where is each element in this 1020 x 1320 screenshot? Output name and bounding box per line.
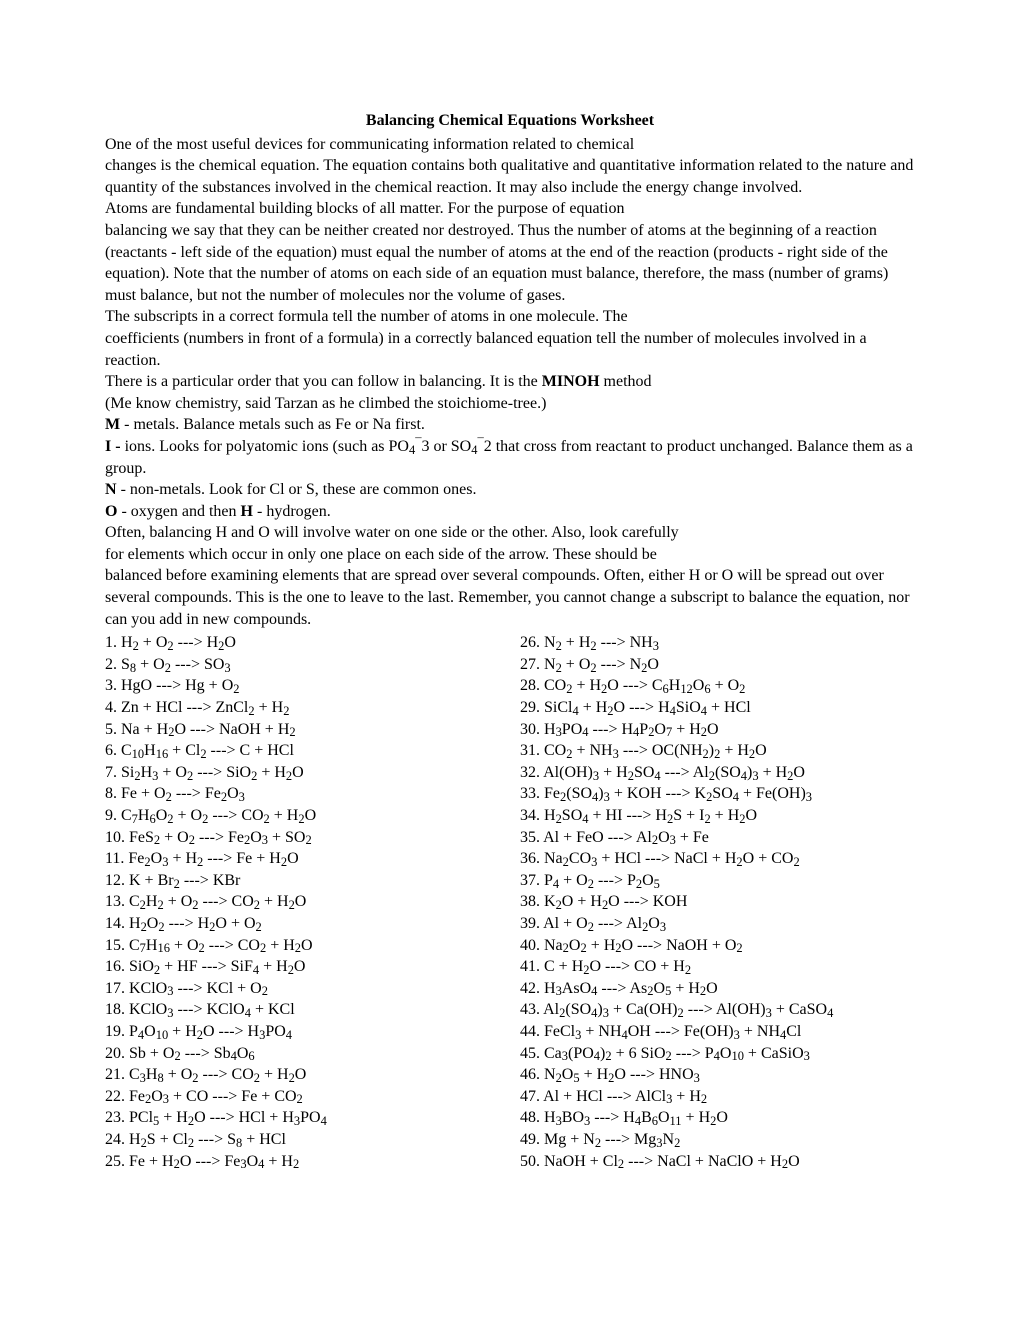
intro-line-1: One of the most useful devices for commu… <box>105 134 915 156</box>
minoh-lead: There is a particular order that you can… <box>105 371 915 393</box>
equation-item: 46. N2O5 + H2O ---> HNO3 <box>520 1064 915 1086</box>
equation-item: 33. Fe2(SO4)3 + KOH ---> K2SO4 + Fe(OH)3 <box>520 783 915 805</box>
equation-item: 6. C10H16 + Cl2 ---> C + HCl <box>105 740 500 762</box>
rule-n-label: N <box>105 481 117 498</box>
equation-item: 27. N2 + O2 ---> N2O <box>520 654 915 676</box>
rule-i-text-pre: ions. Looks for polyatomic ions (such as… <box>121 438 409 455</box>
rule-oh-text: - hydrogen. <box>253 503 331 520</box>
rule-oh: O - oxygen and then H - hydrogen. <box>105 501 915 523</box>
equation-item: 30. H3PO4 ---> H4P2O7 + H2O <box>520 719 915 741</box>
minoh-lead-post: method <box>600 373 652 390</box>
equation-item: 14. H2O2 ---> H2O + O2 <box>105 913 500 935</box>
minoh-tarzan: (Me know chemistry, said Tarzan as he cl… <box>105 393 915 415</box>
equation-item: 28. CO2 + H2O ---> C6H12O6 + O2 <box>520 675 915 697</box>
equation-item: 47. Al + HCl ---> AlCl3 + H2 <box>520 1086 915 1108</box>
equation-item: 48. H3BO3 ---> H4B6O11 + H2O <box>520 1107 915 1129</box>
equation-item: 21. C3H8 + O2 ---> CO2 + H2O <box>105 1064 500 1086</box>
equation-item: 41. C + H2O ---> CO + H2 <box>520 956 915 978</box>
equation-item: 38. K2O + H2O ---> KOH <box>520 891 915 913</box>
equation-item: 22. Fe2O3 + CO ---> Fe + CO2 <box>105 1086 500 1108</box>
equation-item: 8. Fe + O2 ---> Fe2O3 <box>105 783 500 805</box>
equation-item: 50. NaOH + Cl2 ---> NaCl + NaClO + H2O <box>520 1151 915 1173</box>
intro-line-2: changes is the chemical equation. The eq… <box>105 155 915 198</box>
worksheet-page: Balancing Chemical Equations Worksheet O… <box>0 0 1020 1232</box>
equation-item: 17. KClO3 ---> KCl + O2 <box>105 978 500 1000</box>
rule-m-text: - metals. Balance metals such as Fe or N… <box>120 416 425 433</box>
equation-item: 9. C7H6O2 + O2 ---> CO2 + H2O <box>105 805 500 827</box>
closing-line-2: for elements which occur in only one pla… <box>105 544 915 566</box>
equation-item: 23. PCl5 + H2O ---> HCl + H3PO4 <box>105 1107 500 1129</box>
equations-left-column: 1. H2 + O2 ---> H2O2. S8 + O2 ---> SO33.… <box>105 632 500 1172</box>
equation-item: 3. HgO ---> Hg + O2 <box>105 675 500 697</box>
equation-item: 16. SiO2 + HF ---> SiF4 + H2O <box>105 956 500 978</box>
equation-item: 11. Fe2O3 + H2 ---> Fe + H2O <box>105 848 500 870</box>
equation-item: 10. FeS2 + O2 ---> Fe2O3 + SO2 <box>105 827 500 849</box>
rule-n-text: - non-metals. Look for Cl or S, these ar… <box>117 481 477 498</box>
equation-item: 34. H2SO4 + HI ---> H2S + I2 + H2O <box>520 805 915 827</box>
rule-i-label: I - <box>105 438 121 455</box>
intro-line-5: The subscripts in a correct formula tell… <box>105 306 915 328</box>
intro-line-3: Atoms are fundamental building blocks of… <box>105 198 915 220</box>
equation-item: 37. P4 + O2 ---> P2O5 <box>520 870 915 892</box>
rule-oh-mid: - oxygen and then <box>117 503 240 520</box>
intro-line-6: coefficients (numbers in front of a form… <box>105 328 915 371</box>
rule-o-label: O <box>105 503 117 520</box>
equation-item: 24. H2S + Cl2 ---> S8 + HCl <box>105 1129 500 1151</box>
rule-m-label: M <box>105 416 120 433</box>
equation-item: 20. Sb + O2 ---> Sb4O6 <box>105 1043 500 1065</box>
equation-item: 1. H2 + O2 ---> H2O <box>105 632 500 654</box>
rule-i: I - ions. Looks for polyatomic ions (suc… <box>105 436 915 479</box>
equation-item: 25. Fe + H2O ---> Fe3O4 + H2 <box>105 1151 500 1173</box>
minoh-lead-pre: There is a particular order that you can… <box>105 373 542 390</box>
equation-item: 2. S8 + O2 ---> SO3 <box>105 654 500 676</box>
equation-item: 5. Na + H2O ---> NaOH + H2 <box>105 719 500 741</box>
closing-line-1: Often, balancing H and O will involve wa… <box>105 522 915 544</box>
equation-item: 32. Al(OH)3 + H2SO4 ---> Al2(SO4)3 + H2O <box>520 762 915 784</box>
rule-h-label: H <box>241 503 253 520</box>
equation-item: 42. H3AsO4 ---> As2O5 + H2O <box>520 978 915 1000</box>
equation-item: 7. Si2H3 + O2 ---> SiO2 + H2O <box>105 762 500 784</box>
equation-item: 26. N2 + H2 ---> NH3 <box>520 632 915 654</box>
equation-item: 4. Zn + HCl ---> ZnCl2 + H2 <box>105 697 500 719</box>
equation-item: 15. C7H16 + O2 ---> CO2 + H2O <box>105 935 500 957</box>
equation-item: 40. Na2O2 + H2O ---> NaOH + O2 <box>520 935 915 957</box>
equation-item: 19. P4O10 + H2O ---> H3PO4 <box>105 1021 500 1043</box>
equation-item: 12. K + Br2 ---> KBr <box>105 870 500 892</box>
equation-item: 31. CO2 + NH3 ---> OC(NH2)2 + H2O <box>520 740 915 762</box>
equation-item: 13. C2H2 + O2 ---> CO2 + H2O <box>105 891 500 913</box>
equations-columns: 1. H2 + O2 ---> H2O2. S8 + O2 ---> SO33.… <box>105 632 915 1172</box>
equations-right-column: 26. N2 + H2 ---> NH327. N2 + O2 ---> N2O… <box>520 632 915 1172</box>
equation-item: 49. Mg + N2 ---> Mg3N2 <box>520 1129 915 1151</box>
equation-item: 44. FeCl3 + NH4OH ---> Fe(OH)3 + NH4Cl <box>520 1021 915 1043</box>
intro-line-4: balancing we say that they can be neithe… <box>105 220 915 306</box>
equation-item: 29. SiCl4 + H2O ---> H4SiO4 + HCl <box>520 697 915 719</box>
equation-item: 39. Al + O2 ---> Al2O3 <box>520 913 915 935</box>
equation-item: 36. Na2CO3 + HCl ---> NaCl + H2O + CO2 <box>520 848 915 870</box>
rule-n: N - non-metals. Look for Cl or S, these … <box>105 479 915 501</box>
minoh-word: MINOH <box>542 373 600 390</box>
equation-item: 43. Al2(SO4)3 + Ca(OH)2 ---> Al(OH)3 + C… <box>520 999 915 1021</box>
worksheet-title: Balancing Chemical Equations Worksheet <box>105 110 915 132</box>
equation-item: 18. KClO3 ---> KClO4 + KCl <box>105 999 500 1021</box>
equation-item: 35. Al + FeO ---> Al2O3 + Fe <box>520 827 915 849</box>
rule-m: M - metals. Balance metals such as Fe or… <box>105 414 915 436</box>
closing-line-3: balanced before examining elements that … <box>105 565 915 630</box>
equation-item: 45. Ca3(PO4)2 + 6 SiO2 ---> P4O10 + CaSi… <box>520 1043 915 1065</box>
